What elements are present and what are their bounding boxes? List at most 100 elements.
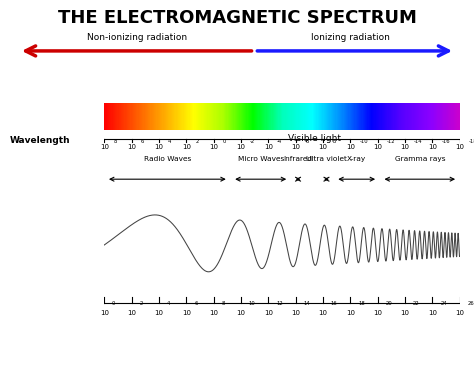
Text: 10: 10	[264, 144, 273, 150]
Bar	[168, 103, 169, 130]
Bar	[416, 103, 417, 130]
Bar	[409, 103, 410, 130]
Bar	[124, 103, 126, 130]
Bar	[142, 103, 143, 130]
Bar	[185, 103, 186, 130]
Text: 22: 22	[413, 301, 419, 306]
Bar	[265, 103, 266, 130]
Text: -18: -18	[469, 139, 474, 144]
Bar	[320, 103, 321, 130]
Bar	[110, 103, 111, 130]
Text: Radio Waves: Radio Waves	[144, 156, 191, 162]
Bar	[206, 103, 207, 130]
Text: 10: 10	[291, 310, 300, 316]
Bar	[451, 103, 453, 130]
Bar	[279, 103, 280, 130]
Bar	[239, 103, 240, 130]
Bar	[259, 103, 261, 130]
Bar	[295, 103, 296, 130]
Bar	[209, 103, 210, 130]
Bar	[298, 103, 299, 130]
Text: 10: 10	[127, 144, 136, 150]
Bar	[288, 103, 289, 130]
Bar	[331, 103, 332, 130]
Bar	[246, 103, 247, 130]
Text: 16: 16	[331, 301, 337, 306]
Bar	[226, 103, 228, 130]
Text: 8: 8	[221, 301, 225, 306]
Bar	[235, 103, 236, 130]
Bar	[434, 103, 435, 130]
Bar	[190, 103, 191, 130]
Bar	[337, 103, 339, 130]
Bar	[213, 103, 214, 130]
Bar	[175, 103, 176, 130]
Bar	[216, 103, 217, 130]
Text: 0: 0	[112, 301, 116, 306]
Bar	[117, 103, 118, 130]
Bar	[313, 103, 314, 130]
Bar	[430, 103, 431, 130]
Bar	[300, 103, 301, 130]
Bar	[181, 103, 182, 130]
Bar	[231, 103, 232, 130]
Bar	[293, 103, 294, 130]
Bar	[200, 103, 201, 130]
Bar	[250, 103, 251, 130]
Bar	[290, 103, 292, 130]
Bar	[194, 103, 195, 130]
Bar	[189, 103, 190, 130]
Bar	[254, 103, 255, 130]
Bar	[156, 103, 157, 130]
Bar	[192, 103, 193, 130]
Text: 12: 12	[276, 301, 283, 306]
Bar	[391, 103, 392, 130]
Bar	[257, 103, 258, 130]
Bar	[363, 103, 364, 130]
Bar	[165, 103, 166, 130]
Bar	[123, 103, 124, 130]
Text: 10: 10	[456, 144, 464, 150]
Bar	[148, 103, 149, 130]
Bar	[274, 103, 275, 130]
Bar	[219, 103, 220, 130]
Bar	[328, 103, 329, 130]
Bar	[131, 103, 133, 130]
Bar	[435, 103, 436, 130]
Bar	[280, 103, 281, 130]
Text: 2: 2	[139, 301, 143, 306]
Bar	[283, 103, 284, 130]
Text: 6: 6	[194, 301, 198, 306]
Text: 2: 2	[195, 139, 199, 144]
Bar	[167, 103, 168, 130]
Bar	[366, 103, 367, 130]
Text: Non-ionizing radiation: Non-ionizing radiation	[87, 33, 187, 42]
Text: -14: -14	[414, 139, 423, 144]
Bar	[311, 103, 313, 130]
Bar	[147, 103, 148, 130]
Bar	[449, 103, 450, 130]
Bar	[345, 103, 346, 130]
Text: 10: 10	[249, 301, 255, 306]
Text: -16: -16	[441, 139, 450, 144]
Bar	[437, 103, 438, 130]
Bar	[390, 103, 391, 130]
Bar	[244, 103, 246, 130]
Bar	[344, 103, 345, 130]
Bar	[202, 103, 204, 130]
Bar	[214, 103, 216, 130]
Bar	[383, 103, 384, 130]
Bar	[392, 103, 393, 130]
Bar	[342, 103, 344, 130]
Bar	[171, 103, 172, 130]
Bar	[159, 103, 160, 130]
Bar	[423, 103, 424, 130]
Bar	[310, 103, 312, 130]
Text: Micro Waves: Micro Waves	[237, 156, 284, 162]
Bar	[130, 103, 131, 130]
Bar	[240, 103, 242, 130]
Bar	[134, 103, 135, 130]
Text: 14: 14	[303, 301, 310, 306]
Text: 10: 10	[100, 310, 109, 316]
Bar	[255, 103, 256, 130]
